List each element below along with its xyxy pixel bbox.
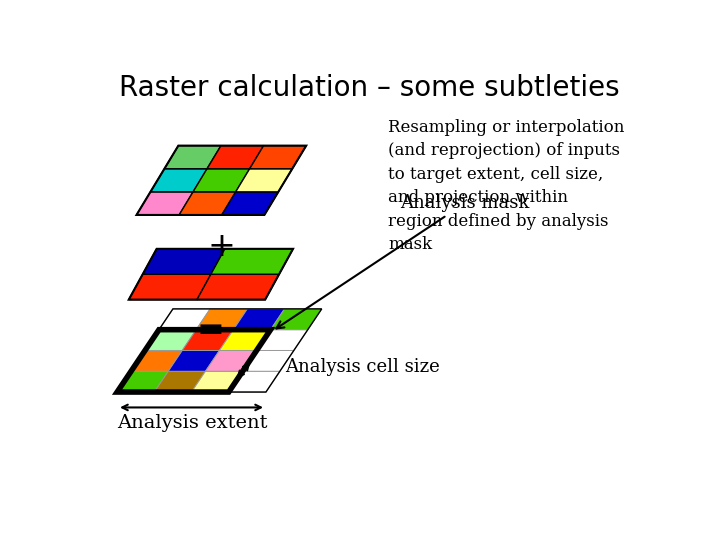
Polygon shape <box>145 330 196 350</box>
Polygon shape <box>168 350 220 372</box>
Polygon shape <box>129 274 211 300</box>
Text: Raster calculation – some subtleties: Raster calculation – some subtleties <box>119 74 619 102</box>
Polygon shape <box>222 192 279 215</box>
Polygon shape <box>220 330 271 350</box>
Polygon shape <box>193 168 250 192</box>
Text: Analysis extent: Analysis extent <box>117 414 268 431</box>
Polygon shape <box>164 146 221 168</box>
Polygon shape <box>196 309 248 330</box>
Polygon shape <box>143 249 225 274</box>
Polygon shape <box>154 372 205 392</box>
Polygon shape <box>117 372 168 392</box>
Polygon shape <box>159 309 210 330</box>
Polygon shape <box>179 192 235 215</box>
Polygon shape <box>207 146 264 168</box>
Polygon shape <box>205 350 256 372</box>
Polygon shape <box>271 309 322 330</box>
Polygon shape <box>192 372 243 392</box>
Polygon shape <box>197 274 279 300</box>
Polygon shape <box>235 168 292 192</box>
Polygon shape <box>131 350 182 372</box>
Polygon shape <box>182 330 233 350</box>
Text: Analysis cell size: Analysis cell size <box>285 359 440 376</box>
Text: =: = <box>197 314 225 347</box>
Text: +: + <box>207 231 235 264</box>
Polygon shape <box>256 330 307 350</box>
Polygon shape <box>137 192 193 215</box>
Polygon shape <box>211 249 293 274</box>
Polygon shape <box>243 350 294 372</box>
Polygon shape <box>150 168 207 192</box>
Polygon shape <box>233 309 284 330</box>
Polygon shape <box>250 146 306 168</box>
Text: Analysis mask: Analysis mask <box>276 194 529 328</box>
Text: Resampling or interpolation
(and reprojection) of inputs
to target extent, cell : Resampling or interpolation (and reproje… <box>388 119 625 253</box>
Polygon shape <box>229 372 280 392</box>
